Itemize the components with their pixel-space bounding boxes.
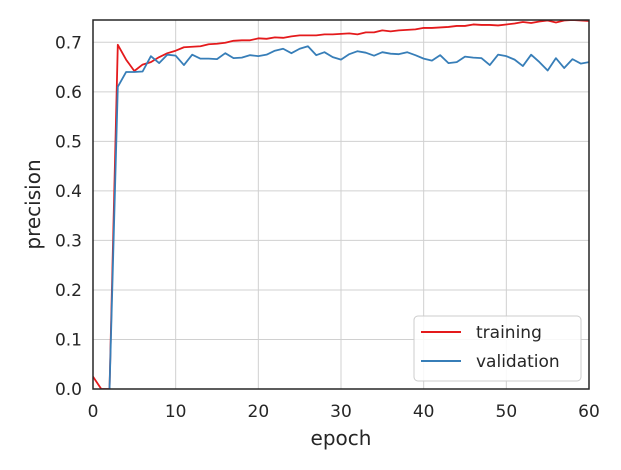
y-tick-label: 0.6 (55, 83, 82, 103)
series-line-validation (108, 45, 589, 389)
x-tick-label: 60 (578, 402, 600, 422)
x-tick-label: 20 (248, 402, 270, 422)
y-axis-label: precision (21, 159, 45, 249)
legend-label-training: training (476, 323, 542, 343)
x-tick-label: 10 (165, 402, 187, 422)
y-tick-label: 0.2 (55, 281, 82, 301)
legend-label-validation: validation (476, 352, 560, 372)
y-tick-label: 0.5 (55, 132, 82, 152)
y-tick-label: 0.1 (55, 330, 82, 350)
y-tick-label: 0.3 (55, 231, 82, 251)
x-tick-label: 0 (88, 402, 99, 422)
series-line-training (93, 20, 589, 389)
x-axis-label: epoch (311, 426, 372, 450)
plot-frame (92, 19, 590, 390)
y-tick-label: 0.0 (55, 380, 82, 400)
x-axis-ticks: 0 10 20 30 40 50 60 (88, 402, 600, 422)
legend: training validation (413, 315, 582, 382)
y-tick-label: 0.7 (55, 33, 82, 53)
x-tick-label: 30 (330, 402, 352, 422)
y-axis-ticks: 0.0 0.1 0.2 0.3 0.4 0.5 0.6 0.7 (55, 33, 82, 400)
x-tick-label: 40 (413, 402, 435, 422)
y-tick-label: 0.4 (55, 182, 82, 202)
series-layer (93, 20, 589, 389)
x-tick-label: 50 (496, 402, 518, 422)
